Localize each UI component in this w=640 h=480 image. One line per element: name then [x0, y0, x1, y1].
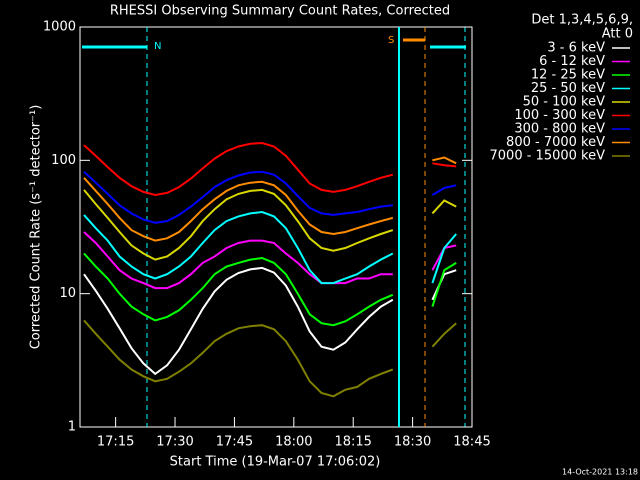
series-line [83, 231, 457, 290]
x-tick-label: 18:45 [453, 435, 490, 450]
series-line [83, 141, 457, 197]
series-line [83, 266, 457, 376]
series-line [83, 252, 457, 327]
series-line [83, 188, 457, 261]
y-tick-label: 10 [59, 286, 76, 301]
legend-label: 12 - 25 keV [531, 68, 605, 83]
y-tick-label: 100 [51, 153, 76, 168]
x-tick-label: 18:00 [275, 435, 312, 450]
legend-label: 300 - 800 keV [514, 122, 605, 137]
legend-label: 100 - 300 keV [514, 108, 605, 123]
legend-title: Att 0 [602, 27, 633, 42]
annotation: S [388, 35, 394, 46]
series-line [83, 170, 457, 224]
legend-label: 7000 - 15000 keV [490, 149, 606, 164]
legend-label: 3 - 6 keV [547, 41, 605, 56]
x-tick-label: 17:30 [156, 435, 193, 450]
series-line [83, 156, 457, 242]
series-line [83, 319, 457, 398]
plot-frame [79, 26, 473, 428]
y-tick-label: 1 [68, 420, 76, 435]
legend-label: 50 - 100 keV [523, 95, 606, 110]
x-tick-label: 17:45 [216, 435, 253, 450]
legend-label: 6 - 12 keV [539, 54, 605, 69]
x-tick-label: 17:15 [97, 435, 134, 450]
x-axis-label: Start Time (19-Mar-07 17:06:02) [170, 455, 381, 470]
series-line [83, 210, 457, 285]
legend-label: 800 - 7000 keV [506, 135, 605, 150]
chart-title: RHESSI Observing Summary Count Rates, Co… [110, 4, 450, 19]
y-tick-label: 1000 [43, 20, 76, 35]
x-tick-label: 18:30 [394, 435, 431, 450]
legend-label: 25 - 50 keV [531, 81, 605, 96]
x-tick-label: 18:15 [334, 435, 371, 450]
annotation: N [154, 41, 161, 52]
legend-title: Det 1,3,4,5,6,9, [531, 13, 633, 28]
y-axis-label: Corrected Count Rate (s⁻¹ detector⁻¹) [29, 105, 44, 350]
footer: 14-Oct-2021 13:18 [562, 468, 638, 477]
